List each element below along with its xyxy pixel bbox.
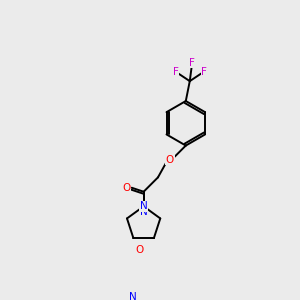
Text: F: F bbox=[201, 67, 207, 76]
Text: O: O bbox=[136, 245, 144, 255]
Text: N: N bbox=[129, 292, 136, 300]
Text: F: F bbox=[189, 58, 195, 68]
Text: N: N bbox=[140, 207, 148, 217]
Text: N: N bbox=[140, 201, 148, 211]
Text: F: F bbox=[172, 67, 178, 76]
Text: O: O bbox=[166, 155, 174, 165]
Text: O: O bbox=[122, 183, 130, 193]
